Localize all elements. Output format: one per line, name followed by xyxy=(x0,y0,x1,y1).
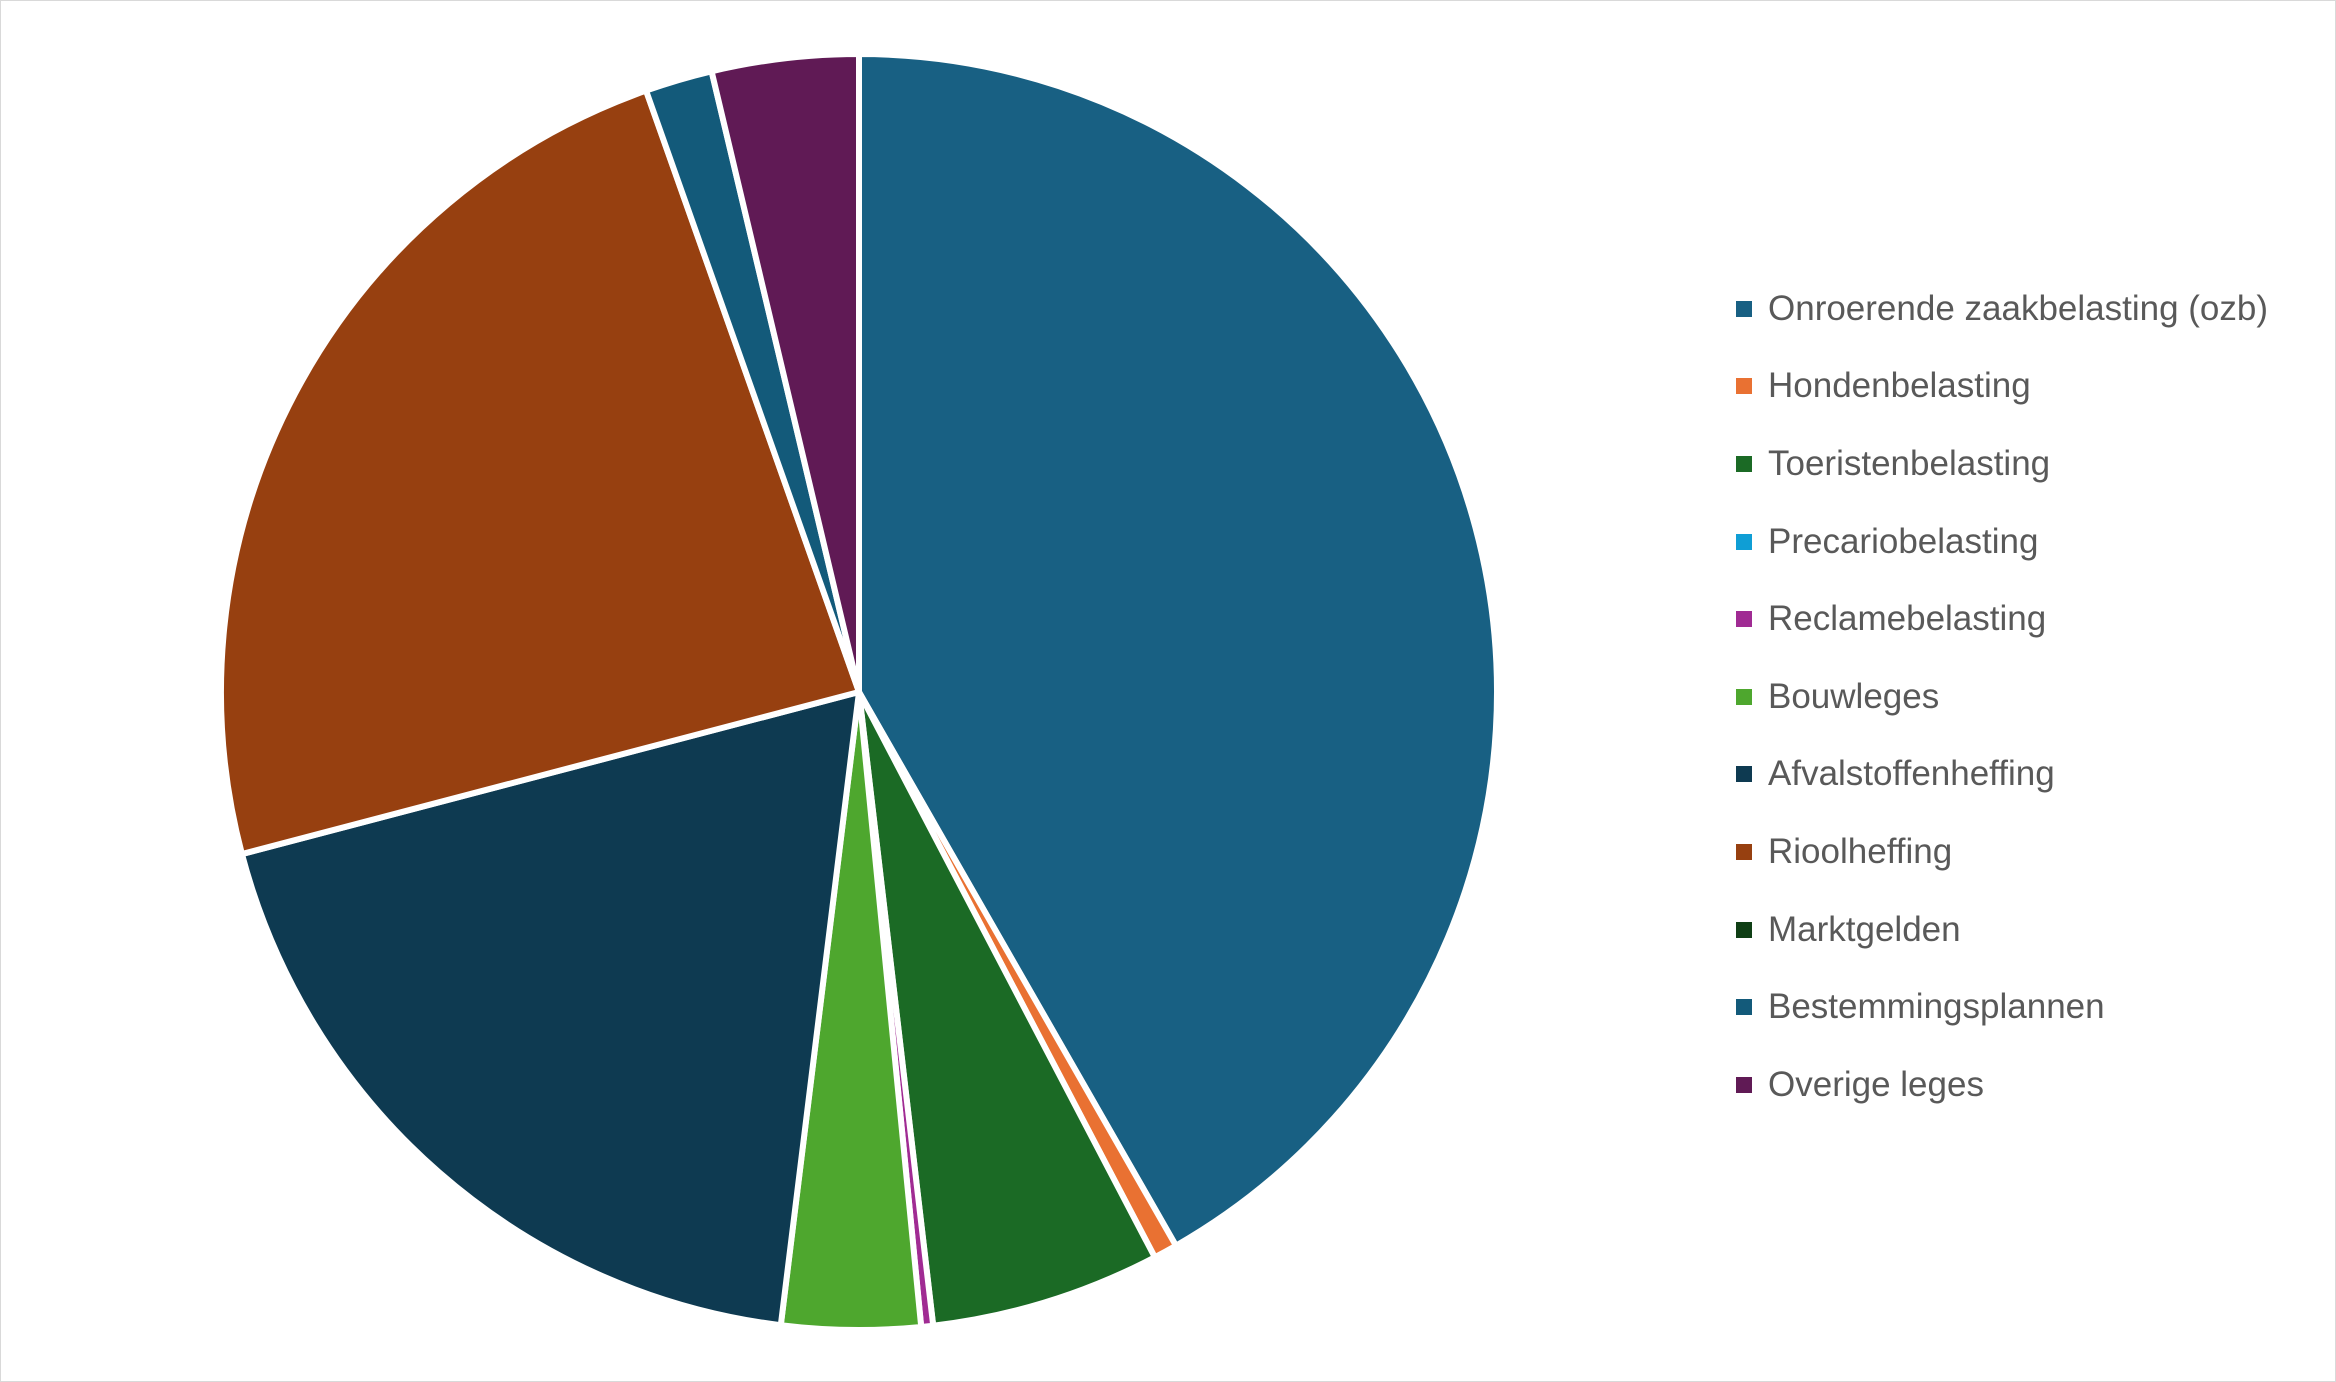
pie-slice-6 xyxy=(238,689,862,1329)
legend-label: Bouwleges xyxy=(1768,676,1940,716)
legend-swatch xyxy=(1736,843,1752,860)
legend-label: Precariobelasting xyxy=(1768,521,2039,561)
legend-swatch xyxy=(1736,1076,1752,1093)
legend-item: Reclamebelasting xyxy=(1736,580,2268,658)
legend-item: Overige leges xyxy=(1736,1046,2268,1124)
legend-item: Onroerende zaakbelasting (ozb) xyxy=(1736,270,2268,348)
pie-slice-7 xyxy=(217,87,862,858)
legend-swatch xyxy=(1736,533,1752,550)
legend-swatch xyxy=(1736,455,1752,472)
legend-item: Rioolheffing xyxy=(1736,813,2268,891)
legend-swatch xyxy=(1736,300,1752,317)
legend-item: Precariobelasting xyxy=(1736,503,2268,581)
legend-label: Rioolheffing xyxy=(1768,831,1953,871)
legend-label: Onroerende zaakbelasting (ozb) xyxy=(1768,288,2269,328)
legend-item: Hondenbelasting xyxy=(1736,348,2268,426)
legend-label: Reclamebelasting xyxy=(1768,599,2047,639)
legend-item: Bouwleges xyxy=(1736,658,2268,736)
legend-swatch xyxy=(1736,999,1752,1016)
legend-label: Overige leges xyxy=(1768,1064,1984,1104)
legend-swatch xyxy=(1736,766,1752,783)
legend-item: Toeristenbelasting xyxy=(1736,425,2268,503)
legend-label: Toeristenbelasting xyxy=(1768,443,2051,483)
pie-slice-10 xyxy=(708,51,862,695)
legend-label: Marktgelden xyxy=(1768,909,1961,949)
legend-label: Afvalstoffenheffing xyxy=(1768,754,2055,794)
legend-swatch xyxy=(1736,378,1752,395)
legend-item: Marktgelden xyxy=(1736,891,2268,969)
legend-swatch xyxy=(1736,611,1752,628)
legend-label: Bestemmingsplannen xyxy=(1768,987,2105,1027)
legend-swatch xyxy=(1736,921,1752,938)
legend-item: Afvalstoffenheffing xyxy=(1736,736,2268,814)
chart-legend: Onroerende zaakbelasting (ozb) Hondenbela… xyxy=(1736,270,2268,1124)
legend-swatch xyxy=(1736,688,1752,705)
legend-label: Hondenbelasting xyxy=(1768,366,2031,406)
pie-slice-0 xyxy=(856,51,1500,1249)
legend-item: Bestemmingsplannen xyxy=(1736,968,2268,1046)
pie-slice-2 xyxy=(856,689,1158,1329)
